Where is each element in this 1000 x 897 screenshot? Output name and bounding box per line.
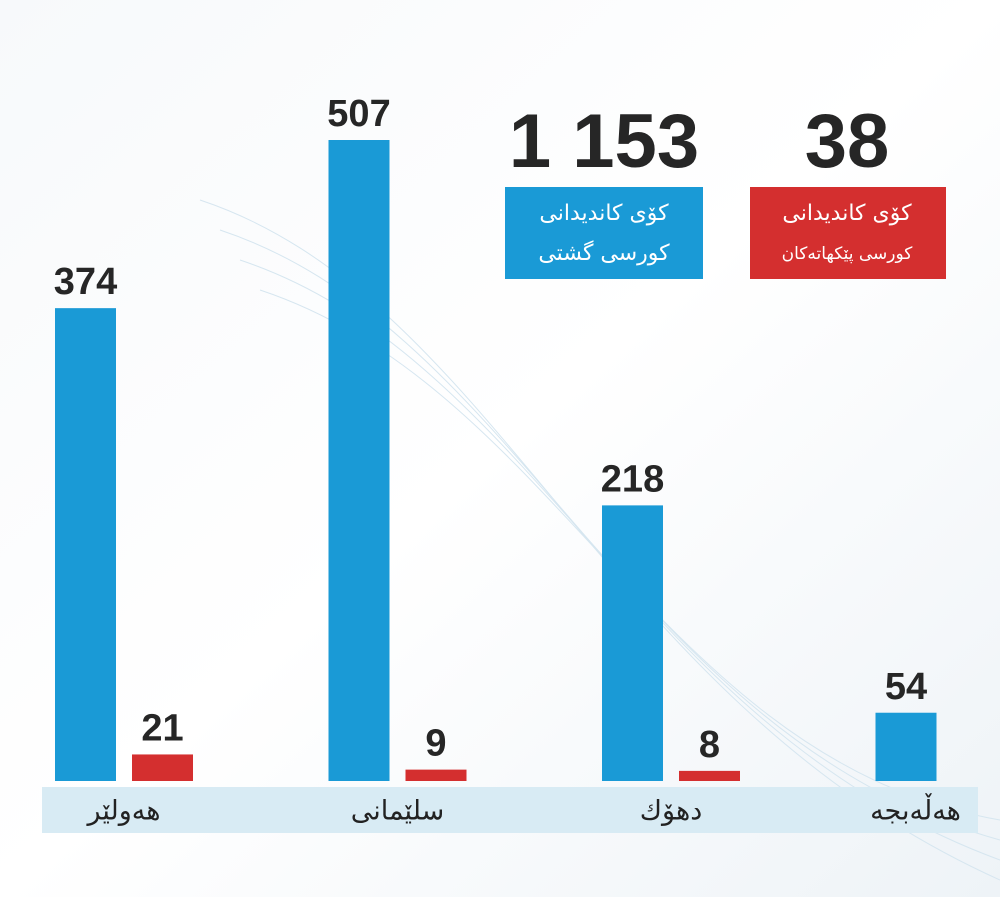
bar (679, 770, 740, 781)
bar (132, 754, 193, 781)
summary-box (505, 187, 703, 279)
bar (55, 308, 116, 781)
value-label: 374 (54, 261, 117, 303)
bar (328, 140, 390, 781)
summary-caption: کورسی گشتی (538, 240, 670, 266)
x-tick-label: هەولێر (85, 796, 160, 827)
x-tick-label: دهۆك (640, 796, 702, 827)
bar (405, 769, 467, 781)
summary-caption: کۆی کاندیدانی (539, 201, 669, 226)
summary-value: 1 153 (509, 99, 699, 184)
value-label: 507 (327, 93, 390, 135)
bar (875, 712, 937, 781)
summary-caption: کورسی پێکهاتەکان (782, 244, 914, 264)
category-strip (42, 787, 978, 833)
value-label: 21 (141, 707, 183, 749)
value-label: 8 (699, 724, 720, 766)
x-tick-label: سلێمانی (351, 796, 445, 827)
value-label: 9 (425, 723, 446, 765)
summary-value: 38 (805, 99, 890, 184)
value-label: 54 (885, 666, 927, 708)
x-tick-label: هەڵەبجە (870, 794, 961, 827)
bar (602, 505, 663, 781)
summary-box (750, 187, 946, 279)
value-label: 218 (601, 458, 664, 500)
summary-caption: کۆی کاندیدانی (782, 201, 912, 226)
